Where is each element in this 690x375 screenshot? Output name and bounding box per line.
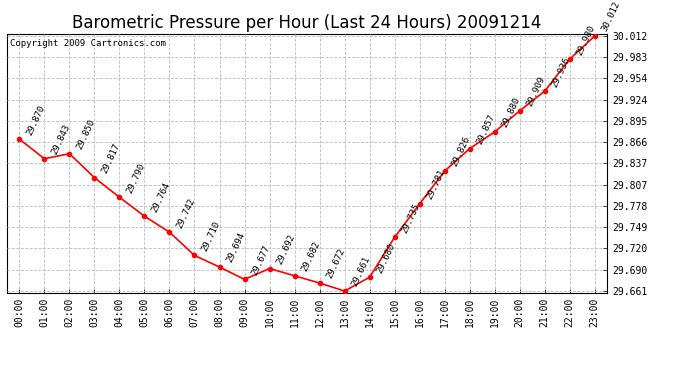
Text: 29.790: 29.790 [125,162,147,195]
Text: 29.677: 29.677 [250,244,272,277]
Text: 29.680: 29.680 [375,242,397,274]
Text: 29.672: 29.672 [325,247,347,280]
Text: 29.880: 29.880 [500,96,522,129]
Text: 29.857: 29.857 [475,113,497,146]
Text: 29.817: 29.817 [100,142,122,175]
Text: 29.870: 29.870 [25,104,47,136]
Text: 29.781: 29.781 [425,168,447,201]
Title: Barometric Pressure per Hour (Last 24 Hours) 20091214: Barometric Pressure per Hour (Last 24 Ho… [72,14,542,32]
Text: 29.980: 29.980 [575,23,597,56]
Text: 29.735: 29.735 [400,201,422,234]
Text: 30.012: 30.012 [600,0,622,33]
Text: 29.850: 29.850 [75,118,97,151]
Text: 29.826: 29.826 [450,135,472,168]
Text: 29.692: 29.692 [275,233,297,266]
Text: 29.936: 29.936 [550,56,572,88]
Text: 29.682: 29.682 [300,240,322,273]
Text: 29.742: 29.742 [175,196,197,230]
Text: 29.694: 29.694 [225,231,247,264]
Text: Copyright 2009 Cartronics.com: Copyright 2009 Cartronics.com [10,39,166,48]
Text: 29.661: 29.661 [350,255,372,288]
Text: 29.710: 29.710 [200,220,222,253]
Text: 29.764: 29.764 [150,180,172,213]
Text: 29.909: 29.909 [525,75,547,108]
Text: 29.843: 29.843 [50,123,72,156]
